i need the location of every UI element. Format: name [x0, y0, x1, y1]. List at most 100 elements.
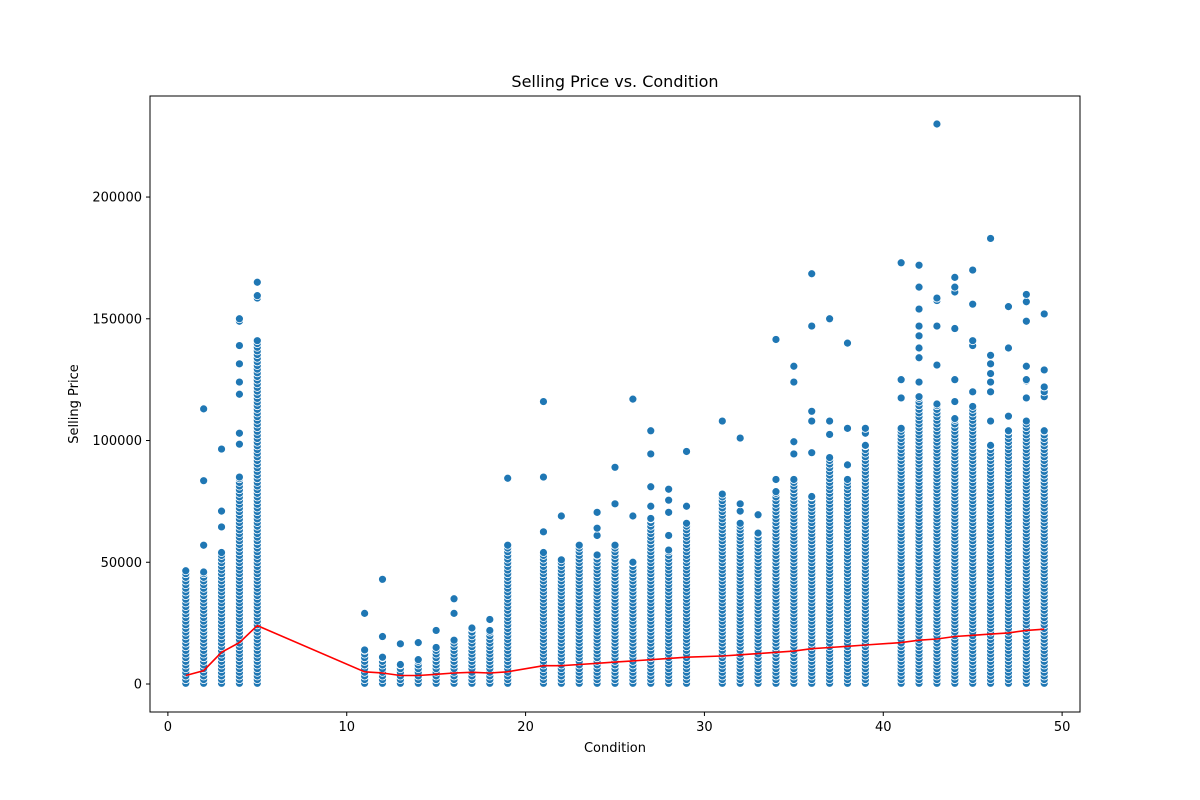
scatter-point [252, 291, 262, 301]
scatter-point [1039, 309, 1049, 319]
scatter-point [646, 514, 656, 523]
scatter-point [986, 234, 995, 243]
scatter-point [932, 293, 942, 303]
scatter-point [360, 645, 370, 655]
scatter-point [932, 360, 942, 370]
scatter-point [682, 518, 691, 528]
scatter-point [413, 655, 423, 665]
scatter-point [574, 540, 584, 550]
scatter-point [539, 548, 548, 557]
x-tick-label: 40 [875, 720, 892, 735]
scatter-point [896, 375, 906, 385]
scatter-point [199, 567, 209, 577]
scatter-point [807, 269, 817, 279]
scatter-point [825, 430, 835, 439]
y-tick-label: 200000 [92, 191, 142, 206]
scatter-point [789, 361, 799, 371]
scatter-point [914, 282, 924, 292]
scatter-point [539, 472, 548, 482]
scatter-point [664, 484, 674, 494]
scatter-point [986, 377, 995, 387]
y-tick-label: 150000 [92, 312, 142, 327]
x-tick-label: 10 [338, 720, 355, 735]
scatter-point [217, 444, 226, 454]
scatter-point [592, 523, 602, 533]
scatter-point [199, 404, 209, 414]
data-points [181, 119, 1049, 688]
scatter-point [789, 475, 799, 484]
scatter-point [825, 416, 835, 426]
plot-frame [149, 95, 1081, 713]
scatter-point [950, 272, 960, 282]
scatter-point [664, 495, 674, 505]
scatter-point [717, 489, 727, 499]
scatter-point [664, 545, 674, 555]
scatter-point [1039, 365, 1049, 375]
y-tick-label: 100000 [92, 434, 142, 449]
scatter-point [914, 392, 924, 402]
scatter-point [914, 304, 924, 314]
scatter-point [682, 447, 691, 456]
scatter-point [449, 608, 459, 618]
scatter-point [914, 321, 924, 331]
scatter-point [235, 472, 244, 482]
scatter-point [986, 440, 995, 450]
scatter-point [449, 635, 459, 645]
scatter-point [789, 377, 799, 387]
scatter-point [896, 258, 906, 268]
scatter-point [610, 462, 620, 472]
scatter-point [503, 473, 513, 483]
scatter-point [235, 389, 244, 399]
scatter-point [628, 394, 638, 404]
scatter-point [914, 331, 924, 341]
scatter-point [646, 482, 656, 492]
scatter-point [628, 557, 638, 567]
scatter-point [360, 608, 370, 618]
scatter-point [235, 341, 244, 350]
scatter-point [378, 652, 387, 662]
scatter-point [217, 522, 226, 532]
scatter-point [950, 397, 960, 406]
x-tick-label: 20 [517, 720, 534, 735]
scatter-point [646, 426, 656, 436]
scatter-point [1021, 375, 1031, 385]
scatter-point [610, 540, 620, 550]
scatter-point [1021, 297, 1031, 307]
scatter-point [896, 393, 906, 403]
scatter-point [1021, 361, 1031, 371]
scatter-point [807, 448, 817, 458]
scatter-point [968, 299, 978, 309]
scatter-point [843, 423, 852, 433]
scatter-point [556, 511, 566, 521]
scatter-point [235, 377, 244, 387]
scatter-point [860, 440, 870, 450]
scatter-point [968, 265, 978, 275]
chart-title: Selling Price vs. Condition [511, 72, 718, 91]
scatter-point [252, 277, 262, 287]
scatter-point [1021, 316, 1031, 326]
scatter-point [771, 475, 781, 484]
scatter-point [914, 343, 924, 353]
scatter-point [646, 449, 656, 459]
scatter-point [199, 540, 209, 550]
scatter-point [753, 528, 763, 538]
x-axis-label: Condition [584, 741, 646, 756]
scatter-point [986, 350, 995, 360]
scatter-point [789, 449, 799, 459]
x-tick-label: 50 [1054, 720, 1071, 735]
scatter-point [1004, 411, 1013, 421]
scatter-point [467, 623, 477, 633]
scatter-point [932, 399, 942, 409]
scatter-point [825, 453, 835, 462]
scatter-point [771, 487, 781, 497]
scatter-point [181, 566, 191, 576]
scatter-point [413, 638, 423, 648]
y-axis-ticks: 0 50000 100000 150000 200000 [92, 191, 150, 693]
scatter-point [235, 439, 244, 449]
scatter-point [950, 324, 960, 333]
scatter-point [664, 507, 674, 517]
scatter-point [825, 314, 835, 324]
scatter-point [1039, 382, 1049, 392]
scatter-point [610, 499, 620, 509]
